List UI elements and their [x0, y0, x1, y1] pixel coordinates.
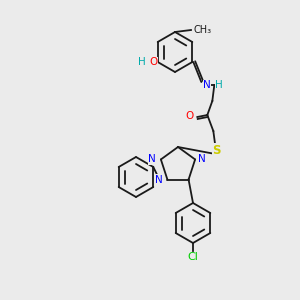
Text: H: H	[138, 57, 146, 67]
Text: H: H	[215, 80, 223, 90]
Text: N: N	[203, 80, 211, 90]
Text: N: N	[148, 154, 156, 164]
Text: CH₃: CH₃	[194, 25, 212, 35]
Text: S: S	[212, 143, 220, 157]
Text: Cl: Cl	[188, 252, 198, 262]
Text: N: N	[198, 154, 206, 164]
Text: O: O	[185, 111, 193, 121]
Text: O: O	[150, 57, 158, 67]
Text: N: N	[155, 175, 162, 184]
